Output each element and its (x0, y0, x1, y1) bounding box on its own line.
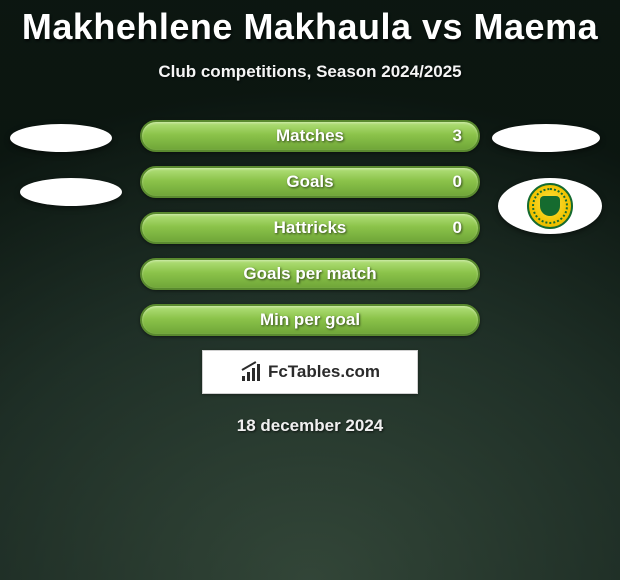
page-title: Makhehlene Makhaula vs Maema (22, 6, 598, 48)
page-subtitle: Club competitions, Season 2024/2025 (158, 62, 461, 82)
stat-value-right: 0 (453, 172, 462, 192)
stat-bar-goals-per-match: Goals per match (140, 258, 480, 290)
player-right-badge-1 (492, 124, 600, 152)
stat-label: Goals (286, 172, 333, 192)
stat-label: Min per goal (260, 310, 360, 330)
stat-value-right: 3 (453, 126, 462, 146)
stat-bar-matches: Matches 3 (140, 120, 480, 152)
stat-bar-min-per-goal: Min per goal (140, 304, 480, 336)
player-left-badge-1 (10, 124, 112, 152)
stat-value-right: 0 (453, 218, 462, 238)
bar-chart-arrow-icon (240, 363, 262, 381)
stat-label: Matches (276, 126, 344, 146)
stat-label: Hattricks (274, 218, 347, 238)
club-crest-sundowns (498, 178, 602, 234)
infographic-container: Makhehlene Makhaula vs Maema Club compet… (0, 0, 620, 580)
footer-date: 18 december 2024 (237, 416, 384, 436)
stat-bar-goals: Goals 0 (140, 166, 480, 198)
stat-label: Goals per match (243, 264, 376, 284)
brand-label: FcTables.com (268, 362, 380, 382)
player-left-badge-2 (20, 178, 122, 206)
stat-bar-hattricks: Hattricks 0 (140, 212, 480, 244)
brand-badge: FcTables.com (202, 350, 418, 394)
